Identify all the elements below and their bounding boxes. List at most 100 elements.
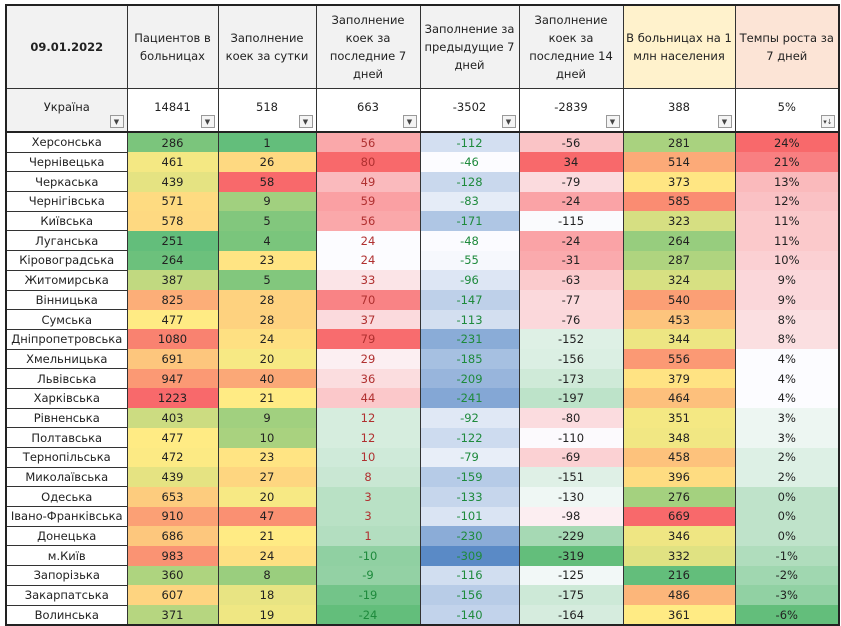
filter-dropdown-button[interactable]: ▼: [717, 115, 732, 128]
filter-dropdown-button[interactable]: ▼: [402, 115, 417, 128]
total-value: 14841 ▼: [126, 88, 219, 133]
region-name: Донецька: [5, 526, 128, 547]
cell-value: -230: [419, 526, 520, 546]
cell-value: 11%: [734, 230, 840, 251]
cell-value: -19: [315, 585, 421, 605]
filter-dropdown-button[interactable]: ▼: [501, 115, 516, 128]
region-name: Луганська: [5, 230, 128, 252]
cell-value: 387: [126, 270, 219, 290]
cell-value: -24: [315, 605, 421, 626]
cell-value: -171: [419, 211, 520, 231]
total-text: Україна: [43, 100, 90, 114]
cell-value: 70: [315, 290, 421, 310]
table-row: Львівська 947 40 36 -209 -173 379 4%: [5, 368, 840, 389]
date-header: 09.01.2022: [5, 5, 128, 89]
cell-value: 3%: [734, 408, 840, 428]
cell-value: -241: [419, 388, 520, 409]
filter-dropdown-button[interactable]: ▼: [605, 115, 620, 128]
total-value: -3502 ▼: [419, 88, 520, 133]
cell-value: 20: [217, 349, 317, 369]
cell-value: 28: [217, 290, 317, 310]
sort-descending-icon: ▾↓: [823, 118, 833, 126]
cell-value: 276: [622, 486, 736, 507]
region-name: Житомирська: [5, 270, 128, 291]
cell-value: -112: [419, 132, 520, 153]
cell-value: 323: [622, 211, 736, 231]
cell-value: 47: [217, 506, 317, 527]
cell-value: 24: [315, 250, 421, 271]
cell-value: -116: [419, 565, 520, 586]
filter-dropdown-button[interactable]: ▼: [298, 115, 313, 128]
cell-value: 10%: [734, 250, 840, 271]
cell-value: 361: [622, 605, 736, 626]
cell-value: -101: [419, 506, 520, 527]
total-filter-row: Україна ▼ 14841 ▼ 518 ▼ 663 ▼ -3502 ▼ -2839 ▼ 388 ▼ 5%…: [5, 88, 840, 133]
dropdown-arrow-icon: ▼: [204, 118, 211, 126]
cell-value: 947: [126, 368, 219, 389]
region-name: Тернопільська: [5, 447, 128, 468]
table-row: Волинська 371 19 -24 -140 -164 361 -6%: [5, 605, 840, 626]
cell-value: 8%: [734, 309, 840, 330]
cell-value: -79: [419, 447, 520, 468]
total-value: -2839 ▼: [518, 88, 624, 133]
cell-value: -110: [518, 427, 624, 448]
cell-value: -125: [518, 565, 624, 586]
sort-filter-button[interactable]: ▾↓: [821, 115, 835, 128]
cell-value: -96: [419, 270, 520, 290]
table-row: Сумська 477 28 37 -113 -76 453 8%: [5, 309, 840, 330]
header-per-million: В больницах на 1 млн населения: [622, 5, 736, 89]
cell-value: 36: [315, 368, 421, 389]
dropdown-arrow-icon: ▼: [505, 118, 512, 126]
cell-value: 24: [217, 329, 317, 350]
cell-value: -229: [518, 526, 624, 546]
cell-value: 514: [622, 152, 736, 172]
cell-value: 264: [126, 250, 219, 271]
cell-value: -46: [419, 152, 520, 172]
cell-value: -185: [419, 349, 520, 369]
cell-value: 324: [622, 270, 736, 290]
region-name: Хмельницька: [5, 349, 128, 370]
region-name: Харківська: [5, 388, 128, 409]
cell-value: 79: [315, 329, 421, 350]
region-name: Сумська: [5, 309, 128, 330]
cell-value: 264: [622, 230, 736, 251]
cell-value: 458: [622, 447, 736, 468]
table-row: Чернівецька 461 26 80 -46 34 514 21%: [5, 152, 840, 173]
cell-value: 439: [126, 171, 219, 192]
cell-value: -133: [419, 486, 520, 507]
cell-value: 1: [315, 526, 421, 546]
region-name: Дніпропетровська: [5, 329, 128, 350]
header-beds-14d: Заполнение коек за последние 14 дней: [518, 5, 624, 89]
cell-value: 9: [217, 191, 317, 212]
cell-value: -69: [518, 447, 624, 468]
cell-value: 371: [126, 605, 219, 626]
filter-dropdown-button[interactable]: ▼: [200, 115, 215, 128]
cell-value: 578: [126, 211, 219, 231]
cell-value: -55: [419, 250, 520, 271]
cell-value: -24: [518, 191, 624, 212]
cell-value: -63: [518, 270, 624, 290]
total-text: 14841: [154, 100, 191, 114]
cell-value: 571: [126, 191, 219, 212]
region-name: Полтавська: [5, 427, 128, 448]
total-text: 5%: [777, 100, 796, 114]
dropdown-arrow-icon: ▼: [609, 118, 616, 126]
cell-value: -122: [419, 427, 520, 448]
header-row: 09.01.2022 Пациентов в больницах Заполне…: [5, 5, 840, 89]
cell-value: 21: [217, 526, 317, 546]
cell-value: 287: [622, 250, 736, 271]
filter-dropdown-button[interactable]: ▼: [109, 115, 124, 128]
cell-value: 80: [315, 152, 421, 172]
cell-value: 403: [126, 408, 219, 428]
cell-value: 12: [315, 408, 421, 428]
cell-value: 12: [315, 427, 421, 448]
cell-value: 58: [217, 171, 317, 192]
cell-value: 40: [217, 368, 317, 389]
cell-value: -10: [315, 545, 421, 566]
region-name: Чернівецька: [5, 152, 128, 173]
cell-value: 59: [315, 191, 421, 212]
table-row: Хмельницька 691 20 29 -185 -156 556 4%: [5, 349, 840, 370]
cell-value: 18: [217, 585, 317, 605]
header-patients: Пациентов в больницах: [126, 5, 219, 89]
region-name: Київська: [5, 211, 128, 232]
